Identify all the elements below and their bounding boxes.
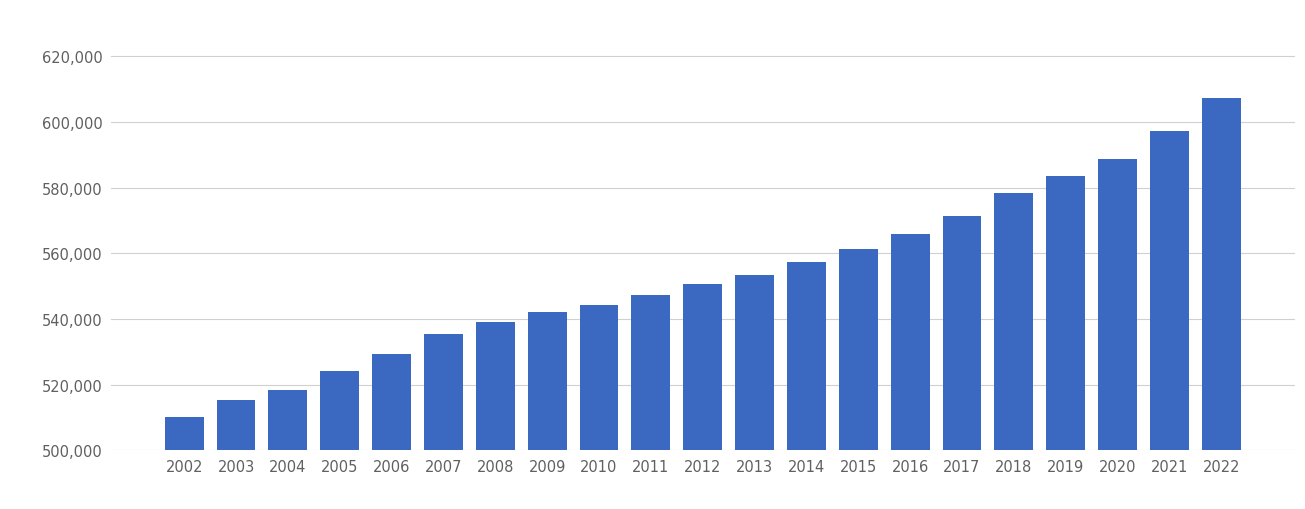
Bar: [632, 296, 671, 509]
Bar: [1047, 177, 1086, 509]
Bar: [320, 372, 359, 509]
Bar: [1098, 160, 1137, 509]
Bar: [839, 249, 878, 509]
Bar: [579, 305, 619, 509]
Bar: [735, 275, 774, 509]
Bar: [372, 354, 411, 509]
Bar: [476, 322, 514, 509]
Bar: [787, 262, 826, 509]
Bar: [424, 335, 463, 509]
Bar: [942, 216, 981, 509]
Bar: [891, 235, 929, 509]
Bar: [217, 400, 256, 509]
Bar: [1202, 99, 1241, 509]
Bar: [994, 194, 1034, 509]
Bar: [527, 313, 566, 509]
Bar: [269, 390, 308, 509]
Bar: [164, 417, 204, 509]
Bar: [684, 285, 722, 509]
Bar: [1150, 132, 1189, 509]
